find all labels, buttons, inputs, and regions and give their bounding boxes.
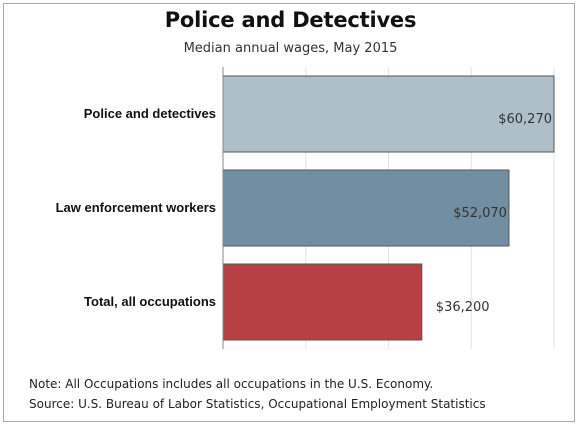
value-label-2: $52,070 [453,206,507,221]
chart-notes: Note: All Occupations includes all occup… [29,374,486,414]
value-label-3: $36,200 [436,300,490,315]
bar-2 [222,169,510,247]
category-label-2: Law enforcement workers [56,200,216,215]
bar-3 [222,263,423,341]
chart-subtitle: Median annual wages, May 2015 [183,41,398,56]
category-label-3: Total, all occupations [84,294,216,309]
note-text: Note: All Occupations includes all occup… [29,377,434,391]
value-label-1: $60,270 [498,112,552,127]
source-text: Source: U.S. Bureau of Labor Statistics,… [29,397,486,411]
chart-title: Police and Detectives [164,8,417,32]
category-label-1: Police and detectives [84,106,216,121]
bar-1 [222,75,555,153]
